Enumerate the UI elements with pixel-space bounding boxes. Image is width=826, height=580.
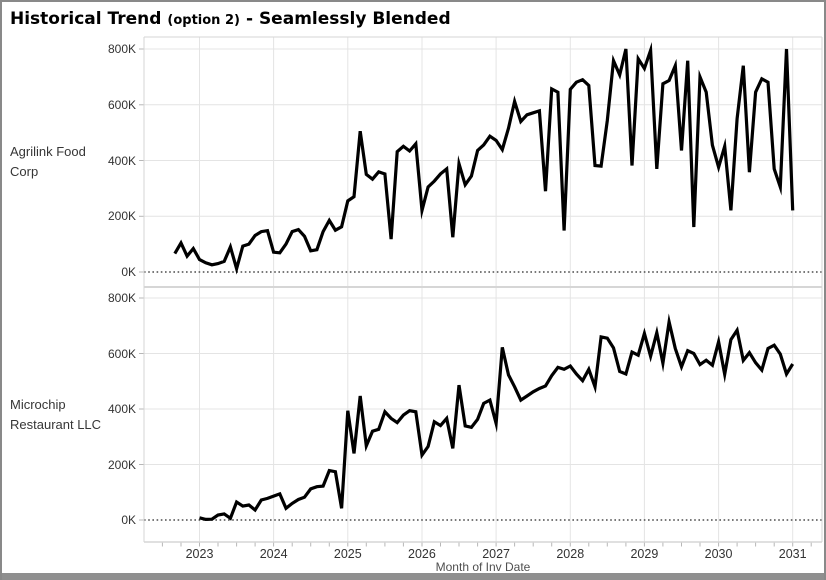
title-subtitle: - Seamlessly Blended (245, 9, 451, 29)
trend-line-agrilink[interactable] (173, 42, 795, 275)
x-axis-year-label: 2031 (778, 547, 807, 561)
y-axis-tick-label: 0K (121, 265, 136, 279)
row-label-microchip-restaurant-llc: Microchip Restaurant LLC (10, 396, 102, 432)
x-axis-year-label: 2028 (556, 547, 585, 561)
y-axis-tick-label: 400K (107, 402, 136, 416)
x-axis-year-label: 2027 (482, 547, 510, 561)
y-axis-tick-label: 600K (107, 346, 136, 361)
x-axis-year-label: 2029 (630, 547, 659, 561)
window-bottom-edge (2, 573, 824, 580)
y-axis-tick-label: 400K (107, 153, 136, 168)
y-axis-tick-label: 200K (107, 209, 136, 224)
title-main: Historical Trend (10, 9, 162, 29)
x-axis-year-label: 2030 (704, 547, 733, 561)
y-axis-tick-label: 800K (107, 291, 136, 305)
y-axis-tick-label: 800K (107, 42, 136, 56)
chart-title: Historical Trend (option 2) - Seamlessly… (2, 2, 824, 36)
x-axis-title: Month of Inv Date (435, 560, 531, 574)
x-axis-year-label: 2026 (408, 547, 436, 561)
row-label-agrilink-food-corp: Agrilink Food Corp (10, 144, 86, 179)
y-axis-tick-label: 0K (121, 513, 136, 527)
y-axis-tick-label: 200K (107, 457, 136, 472)
x-axis-year-label: 2025 (333, 547, 362, 561)
x-axis-year-label: 2024 (259, 547, 288, 561)
y-axis-tick-label: 600K (107, 97, 136, 112)
trend-line-microchip[interactable] (199, 313, 795, 522)
x-axis-year-label: 2023 (185, 547, 214, 561)
title-option: (option 2) (167, 13, 240, 28)
